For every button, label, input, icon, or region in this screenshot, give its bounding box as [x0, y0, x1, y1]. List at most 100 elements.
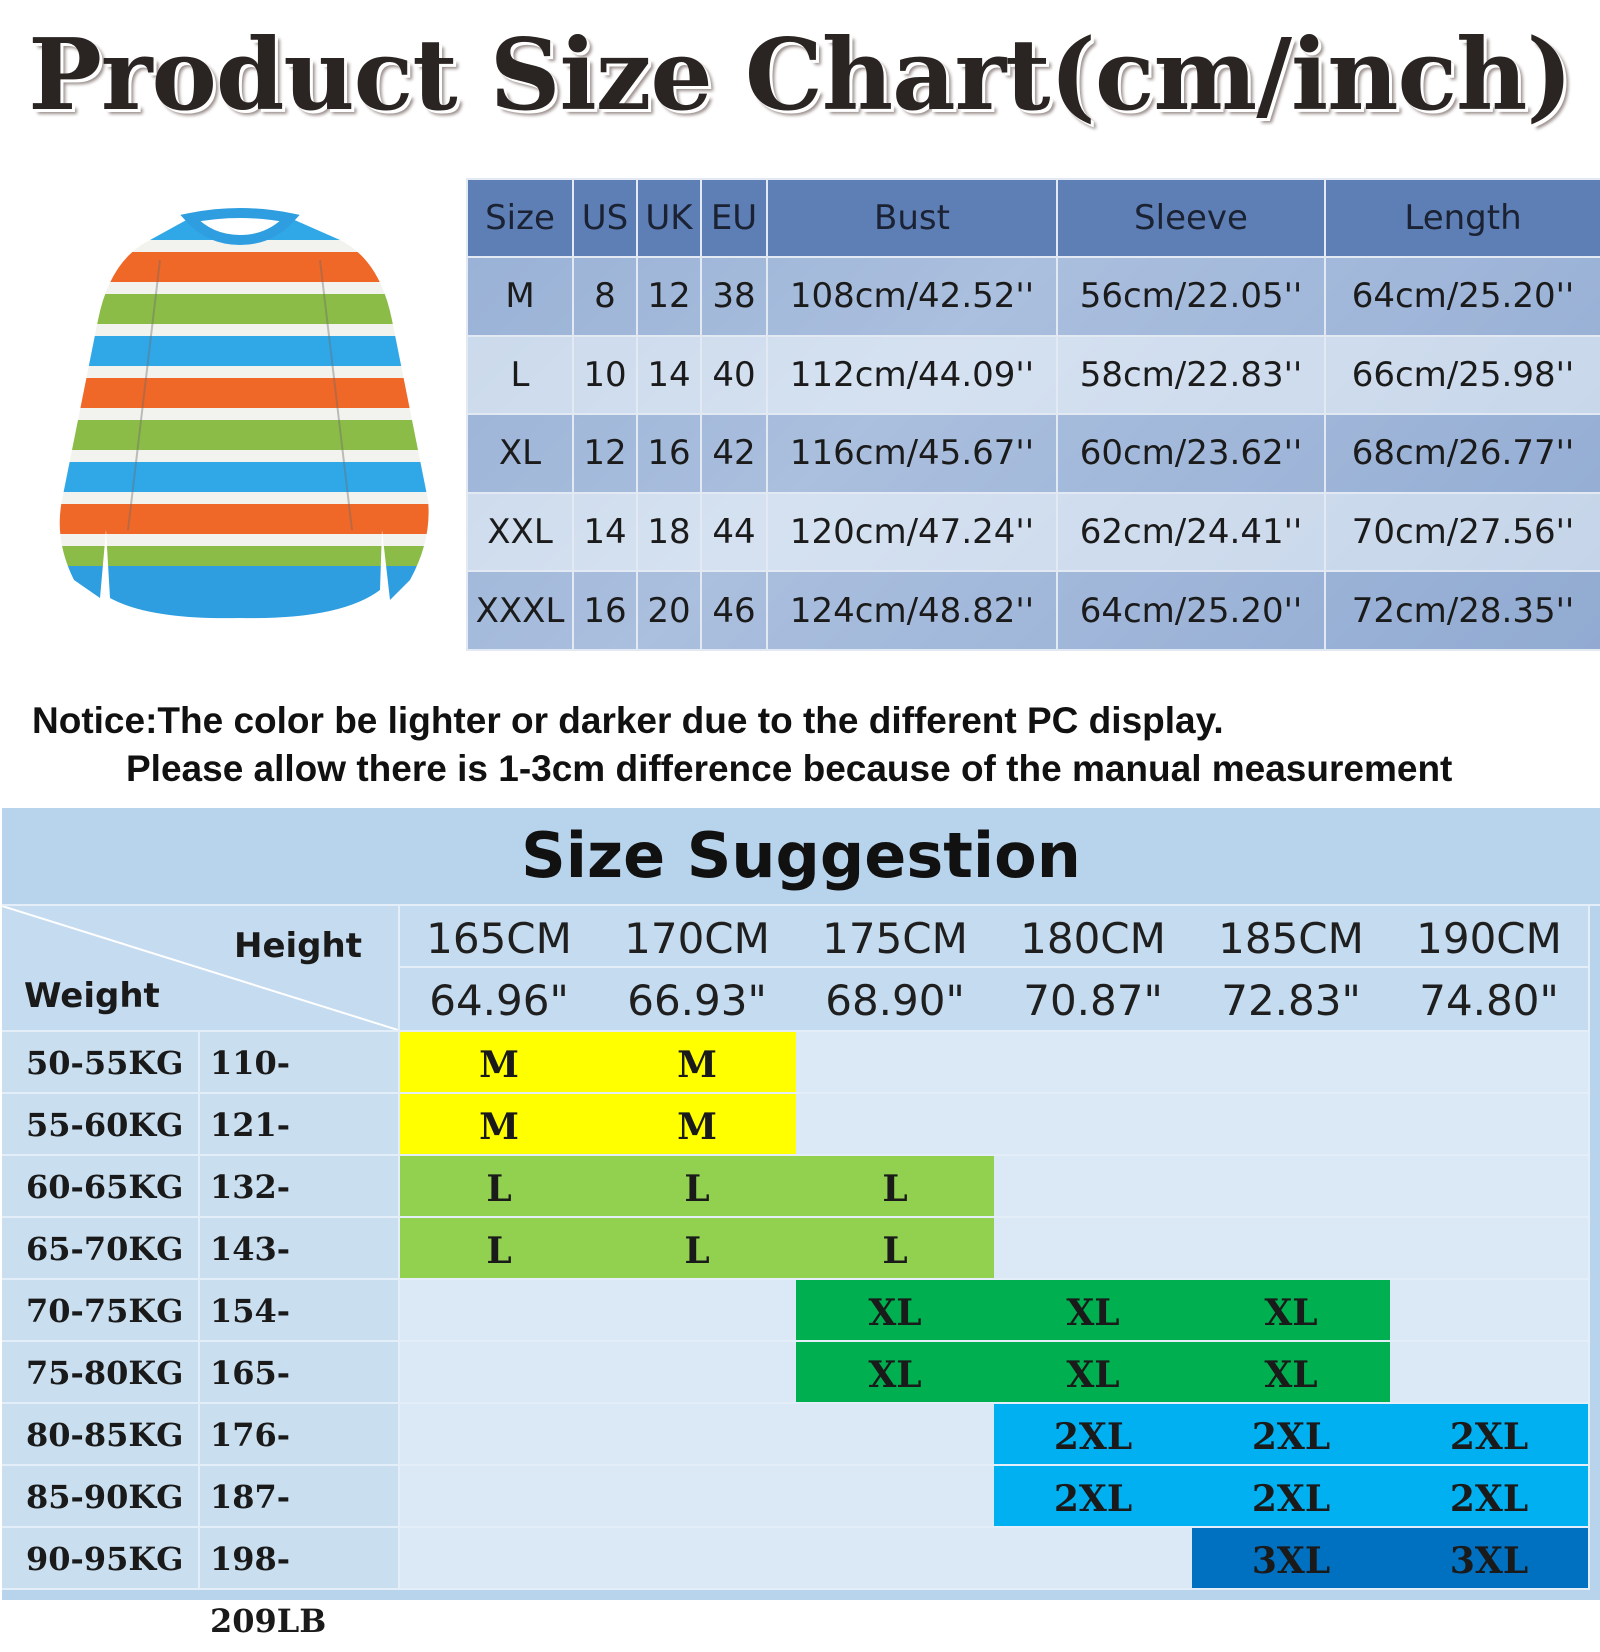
weight-lb: 187-198LB	[200, 1466, 400, 1578]
header-divider	[994, 966, 1192, 968]
header-uk: UK	[636, 178, 702, 258]
height-inch: 72.83"	[1221, 976, 1361, 1025]
us-cell: 14	[572, 491, 638, 573]
header-divider	[1390, 966, 1588, 968]
diagonal-divider	[2, 906, 398, 1030]
height-column-header: 190CM 74.80"	[1390, 906, 1590, 1032]
header-us: US	[572, 178, 638, 258]
size-suggestion-cell: XL	[994, 1280, 1194, 1342]
size-suggestion-cell	[994, 1218, 1194, 1280]
size-suggestion-cell	[1192, 1156, 1392, 1218]
size-suggestion-cell	[400, 1404, 600, 1466]
size-suggestion-cell: 3XL	[1192, 1528, 1392, 1590]
size-suggestion-cell	[994, 1032, 1194, 1094]
size-cell: M	[466, 256, 574, 337]
size-chart-header-row: Size US UK EU Bust Sleeve Length	[466, 178, 1600, 258]
bust-cell: 116cm/45.67''	[766, 413, 1058, 494]
uk-cell: 18	[636, 491, 702, 573]
size-suggestion-cell: 2XL	[994, 1466, 1194, 1528]
size-suggestion-cell	[598, 1404, 798, 1466]
size-suggestion-cell	[400, 1466, 600, 1528]
suggestion-title: Size Suggestion	[2, 808, 1600, 906]
us-cell: 10	[572, 334, 638, 416]
weight-lb: 132-143LB	[200, 1156, 400, 1268]
weight-kg: 85-90KG	[2, 1466, 200, 1528]
height-column-header: 175CM 68.90"	[796, 906, 996, 1032]
sleeve-cell: 56cm/22.05''	[1056, 256, 1326, 337]
height-label: Height	[234, 926, 362, 966]
weight-kg: 65-70KG	[2, 1218, 200, 1280]
size-suggestion-cell: L	[400, 1218, 600, 1280]
size-suggestion-cell	[994, 1156, 1194, 1218]
length-cell: 68cm/26.77''	[1324, 413, 1600, 494]
sleeve-cell: 60cm/23.62''	[1056, 413, 1326, 494]
size-suggestion-cell	[400, 1528, 600, 1590]
size-suggestion-cell	[598, 1342, 798, 1404]
table-row: XXXL 16 20 46 124cm/48.82'' 64cm/25.20''…	[466, 570, 1600, 651]
sleeve-cell: 62cm/24.41''	[1056, 491, 1326, 573]
height-cm: 165CM	[426, 914, 572, 963]
size-suggestion-cell	[598, 1466, 798, 1528]
height-inch: 70.87"	[1023, 976, 1163, 1025]
size-cell: XXL	[466, 491, 574, 573]
height-column-header: 180CM 70.87"	[994, 906, 1194, 1032]
bust-cell: 124cm/48.82''	[766, 570, 1058, 651]
size-cell: XL	[466, 413, 574, 494]
header-divider	[796, 966, 994, 968]
size-suggestion-cell: 2XL	[994, 1404, 1194, 1466]
size-suggestion-cell	[994, 1528, 1194, 1590]
weight-kg: 50-55KG	[2, 1032, 200, 1094]
size-suggestion-cell	[1192, 1094, 1392, 1156]
header-eu: EU	[700, 178, 768, 258]
bust-cell: 112cm/44.09''	[766, 334, 1058, 416]
weight-lb: 143-154LB	[200, 1218, 400, 1330]
height-cm: 175CM	[822, 914, 968, 963]
size-suggestion-grid: Size Suggestion Height Weight 165CM 64.96…	[2, 808, 1600, 1640]
size-suggestion-cell	[598, 1528, 798, 1590]
height-inch: 66.93"	[627, 976, 767, 1025]
size-suggestion-cell: L	[400, 1156, 600, 1218]
us-cell: 8	[572, 256, 638, 337]
size-suggestion-cell: 2XL	[1390, 1404, 1590, 1466]
size-chart-table: Size US UK EU Bust Sleeve Length M 8 12 …	[466, 178, 1600, 651]
weight-lb: 110-121LB	[200, 1032, 400, 1144]
uk-cell: 12	[636, 256, 702, 337]
height-cm: 185CM	[1218, 914, 1364, 963]
size-suggestion-cell	[796, 1094, 996, 1156]
size-suggestion-cell	[400, 1280, 600, 1342]
height-inch: 64.96"	[429, 976, 569, 1025]
height-column-header: 170CM 66.93"	[598, 906, 798, 1032]
height-inch: 68.90"	[825, 976, 965, 1025]
weight-lb: 198-209LB	[200, 1528, 400, 1640]
size-suggestion-cell: 2XL	[1192, 1404, 1392, 1466]
size-cell: XXXL	[466, 570, 574, 651]
size-suggestion-cell: L	[598, 1156, 798, 1218]
size-suggestion-cell	[1390, 1094, 1590, 1156]
eu-cell: 40	[700, 334, 768, 416]
header-bust: Bust	[766, 178, 1058, 258]
size-suggestion-cell: L	[796, 1218, 996, 1280]
size-suggestion-cell: XL	[796, 1342, 996, 1404]
header-sleeve: Sleeve	[1056, 178, 1326, 258]
uk-cell: 16	[636, 413, 702, 494]
size-suggestion-cell: L	[598, 1218, 798, 1280]
height-cm: 170CM	[624, 914, 770, 963]
size-suggestion-cell: XL	[796, 1280, 996, 1342]
size-suggestion-cell	[400, 1342, 600, 1404]
height-inch: 74.80"	[1419, 976, 1559, 1025]
table-row: M 8 12 38 108cm/42.52'' 56cm/22.05'' 64c…	[466, 256, 1600, 337]
height-cm: 190CM	[1416, 914, 1562, 963]
size-suggestion-cell	[1390, 1156, 1590, 1218]
weight-kg: 90-95KG	[2, 1528, 200, 1590]
weight-lb: 176-187LB	[200, 1404, 400, 1516]
length-cell: 66cm/25.98''	[1324, 334, 1600, 416]
length-cell: 72cm/28.35''	[1324, 570, 1600, 651]
size-suggestion-cell: M	[598, 1032, 798, 1094]
size-suggestion-cell: M	[598, 1094, 798, 1156]
weight-kg: 55-60KG	[2, 1094, 200, 1156]
header-size: Size	[466, 178, 574, 258]
size-suggestion-cell	[1192, 1218, 1392, 1280]
